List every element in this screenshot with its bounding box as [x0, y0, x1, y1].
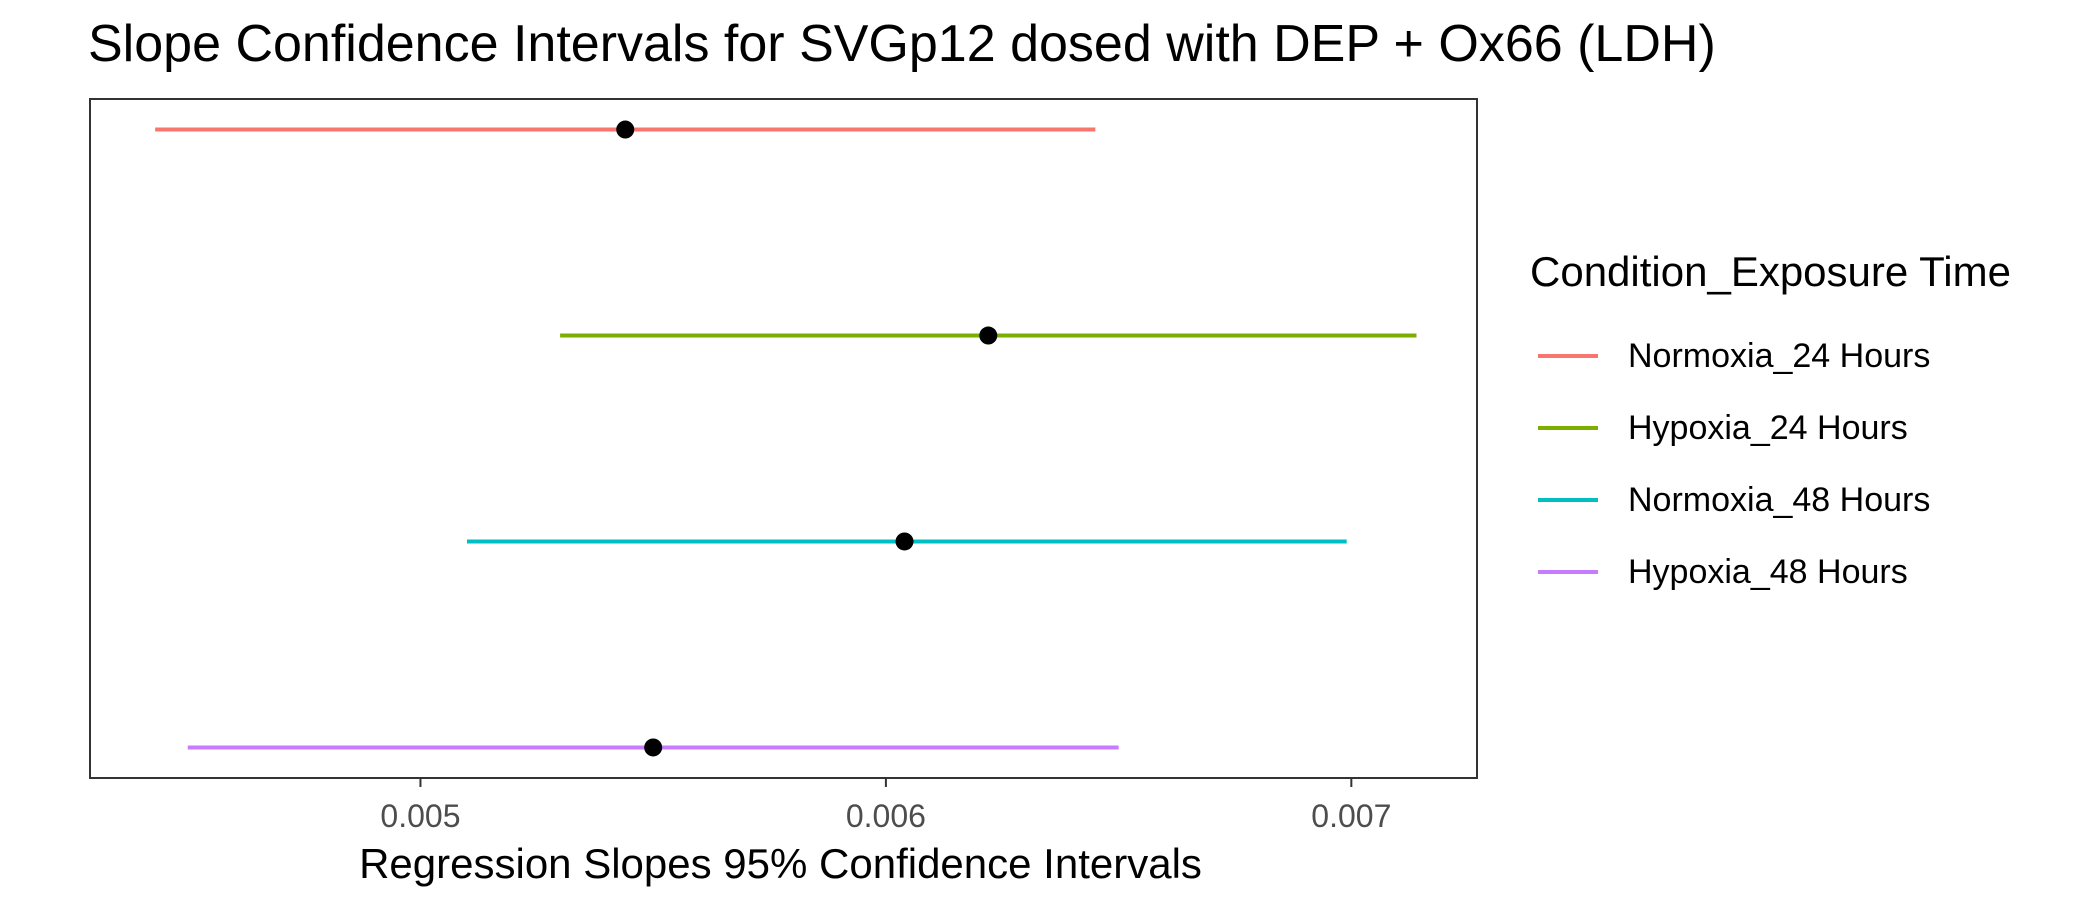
plot-panel — [89, 98, 1478, 779]
legend-title: Condition_Exposure Time — [1530, 248, 2011, 295]
x-tick-label: 0.006 — [846, 798, 926, 834]
legend: Condition_Exposure Time Normoxia_24 Hour… — [1530, 248, 2011, 608]
legend-label: Normoxia_24 Hours — [1628, 336, 1931, 375]
x-tick-label: 0.007 — [1311, 798, 1391, 834]
legend-item: Normoxia_48 Hours — [1530, 464, 2011, 536]
legend-swatch — [1538, 426, 1598, 430]
confidence-intervals — [155, 120, 1417, 757]
legend-label: Hypoxia_24 Hours — [1628, 408, 1908, 447]
chart-title: Slope Confidence Intervals for SVGp12 do… — [88, 15, 1716, 73]
legend-item: Hypoxia_24 Hours — [1530, 392, 2011, 464]
legend-items: Normoxia_24 Hours Hypoxia_24 Hours Normoxi… — [1530, 320, 2011, 608]
x-tick-label: 0.005 — [380, 798, 460, 834]
legend-swatch — [1538, 498, 1598, 502]
legend-swatch — [1538, 570, 1598, 574]
legend-item: Hypoxia_48 Hours — [1530, 536, 2011, 608]
legend-swatch — [1538, 354, 1598, 358]
legend-item: Normoxia_24 Hours — [1530, 320, 2011, 392]
slope-estimate-point — [616, 120, 635, 139]
legend-label: Normoxia_48 Hours — [1628, 480, 1931, 519]
slope-estimate-point — [644, 738, 663, 757]
x-axis-label: Regression Slopes 95% Confidence Interva… — [359, 840, 1202, 887]
x-axis: 0.005 0.006 0.007 — [380, 778, 1391, 834]
legend-label: Hypoxia_48 Hours — [1628, 552, 1908, 591]
slope-estimate-point — [979, 326, 998, 345]
slope-estimate-point — [895, 532, 914, 551]
